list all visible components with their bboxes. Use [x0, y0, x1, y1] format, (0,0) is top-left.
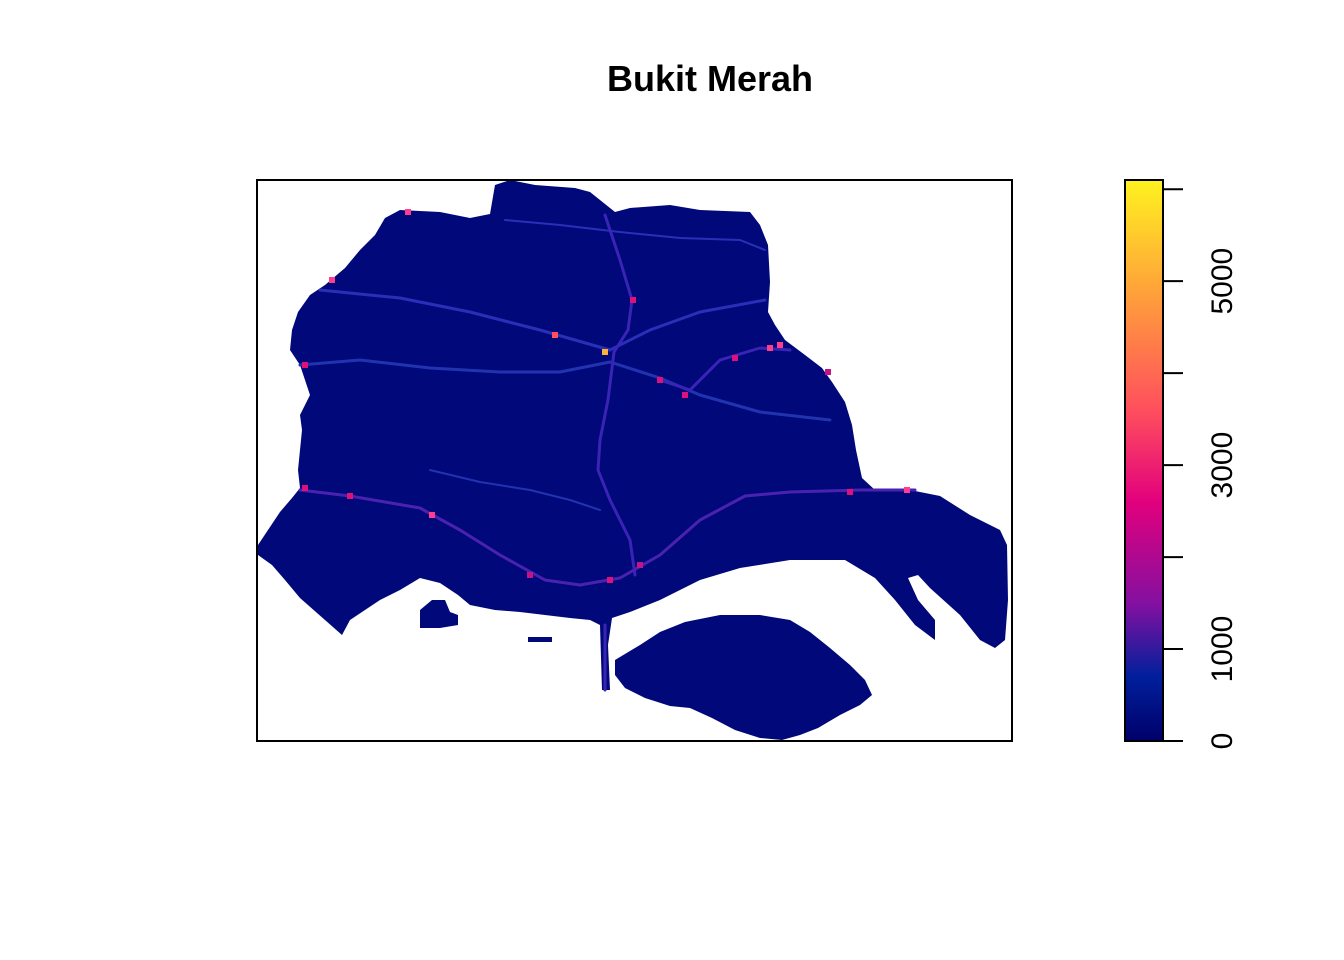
- district-southern-island: [615, 615, 872, 740]
- district-pier: [528, 637, 552, 642]
- map-title: Bukit Merah: [606, 58, 814, 99]
- road-segment: [318, 288, 767, 352]
- hotspot-cell: [630, 297, 636, 303]
- road-segment: [429, 469, 601, 511]
- road-network: [298, 209, 917, 692]
- hotspot-cell: [429, 512, 435, 518]
- hotspot-cell: [847, 489, 853, 495]
- hotspot-cell: [767, 345, 773, 351]
- legend-axis: 0 1000 3000 5000: [1163, 188, 1239, 750]
- hotspot-cell: [904, 487, 910, 493]
- color-legend: 0 1000 3000 5000: [1124, 179, 1239, 750]
- hotspot-cell: [777, 342, 783, 348]
- hotspot-cell: [405, 209, 411, 215]
- district-mainland: [258, 180, 1008, 690]
- hotspot-cell: [302, 485, 308, 491]
- road-segment: [298, 488, 917, 587]
- district-raster: [258, 180, 1008, 740]
- hotspot-cell: [825, 369, 831, 375]
- hotspot-cell: [347, 493, 353, 499]
- hotspot-cell: [732, 355, 738, 361]
- map-panel: [256, 179, 1013, 742]
- hotspot-cell: [527, 572, 533, 578]
- legend-tick-label: 3000: [1206, 432, 1239, 499]
- hotspot-cell: [329, 277, 335, 283]
- legend-tick-label: 1000: [1206, 616, 1239, 683]
- hotspot-cell: [637, 562, 643, 568]
- hotspot-cell: [607, 577, 613, 583]
- road-segment: [596, 213, 637, 577]
- hotspot-cell: [657, 377, 663, 383]
- hotspot-cell: [602, 349, 608, 355]
- district-islet: [420, 600, 458, 628]
- hotspot-cell: [552, 332, 558, 338]
- map-frame: [256, 179, 1013, 742]
- hotspot-cell: [302, 362, 308, 368]
- road-segment: [298, 358, 832, 422]
- legend-colorbar: [1124, 179, 1164, 742]
- legend-tick-label: 0: [1206, 733, 1239, 750]
- hotspot-cell: [682, 392, 688, 398]
- road-segment: [504, 219, 766, 251]
- legend-tick-label: 5000: [1206, 248, 1239, 315]
